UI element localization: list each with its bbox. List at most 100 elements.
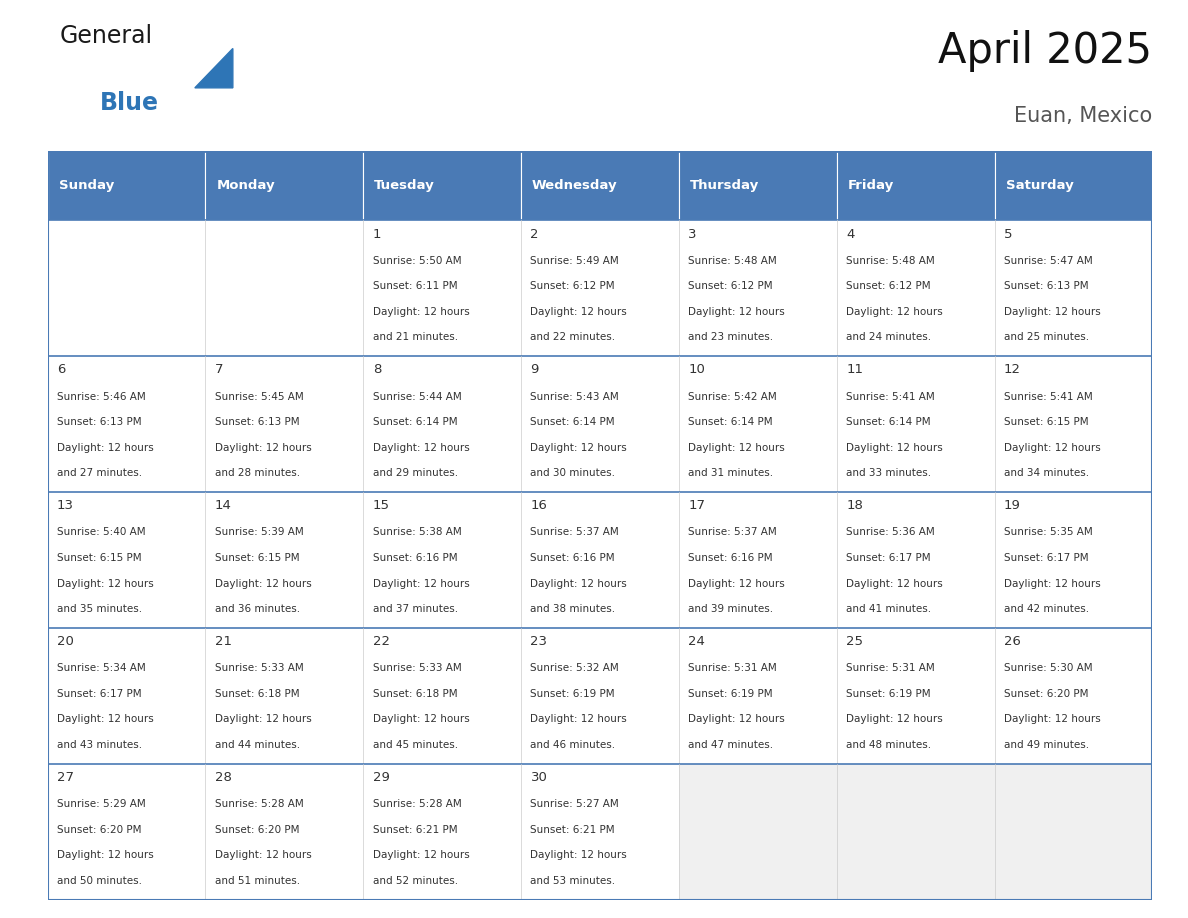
Text: Daylight: 12 hours: Daylight: 12 hours [57,442,153,453]
Text: Wednesday: Wednesday [532,179,618,192]
Bar [48,628,206,764]
Bar [678,628,836,764]
Text: Daylight: 12 hours: Daylight: 12 hours [373,442,469,453]
Bar [522,356,678,492]
Bar [364,356,522,492]
Text: 20: 20 [57,635,74,648]
Text: 5: 5 [1004,228,1012,241]
Text: Sunset: 6:21 PM: Sunset: 6:21 PM [531,824,615,834]
Bar [206,220,364,356]
Text: Sunset: 6:12 PM: Sunset: 6:12 PM [531,281,615,291]
Text: and 52 minutes.: and 52 minutes. [373,876,457,886]
Bar [678,492,836,628]
Text: and 46 minutes.: and 46 minutes. [531,740,615,750]
Text: Sunrise: 5:28 AM: Sunrise: 5:28 AM [215,800,304,810]
Text: Daylight: 12 hours: Daylight: 12 hours [846,578,943,588]
Text: Sunrise: 5:41 AM: Sunrise: 5:41 AM [1004,391,1093,401]
Bar [994,356,1152,492]
Text: Sunrise: 5:37 AM: Sunrise: 5:37 AM [531,528,619,537]
Text: Sunrise: 5:50 AM: Sunrise: 5:50 AM [373,255,461,265]
Text: and 35 minutes.: and 35 minutes. [57,604,143,614]
Text: Daylight: 12 hours: Daylight: 12 hours [531,850,627,860]
Text: Sunset: 6:17 PM: Sunset: 6:17 PM [846,553,930,563]
Text: Sunset: 6:18 PM: Sunset: 6:18 PM [373,688,457,699]
Text: 16: 16 [531,499,548,512]
Bar [678,151,836,220]
Bar [206,628,364,764]
Text: and 21 minutes.: and 21 minutes. [373,332,457,342]
Bar [364,628,522,764]
Bar [206,764,364,900]
Text: Sunset: 6:19 PM: Sunset: 6:19 PM [531,688,615,699]
Text: Daylight: 12 hours: Daylight: 12 hours [846,442,943,453]
Text: 29: 29 [373,771,390,784]
Text: 27: 27 [57,771,74,784]
Text: Sunrise: 5:35 AM: Sunrise: 5:35 AM [1004,528,1093,537]
Bar [522,764,678,900]
Text: 22: 22 [373,635,390,648]
Text: Sunset: 6:11 PM: Sunset: 6:11 PM [373,281,457,291]
Text: Sunset: 6:21 PM: Sunset: 6:21 PM [373,824,457,834]
Text: and 49 minutes.: and 49 minutes. [1004,740,1089,750]
Text: Sunrise: 5:47 AM: Sunrise: 5:47 AM [1004,255,1093,265]
Bar [522,492,678,628]
Text: and 36 minutes.: and 36 minutes. [215,604,299,614]
Text: Daylight: 12 hours: Daylight: 12 hours [1004,442,1101,453]
Text: General: General [59,25,152,49]
Text: and 43 minutes.: and 43 minutes. [57,740,143,750]
Text: and 44 minutes.: and 44 minutes. [215,740,299,750]
Bar [678,220,836,356]
Bar [994,151,1152,220]
Bar [48,151,206,220]
Text: and 39 minutes.: and 39 minutes. [688,604,773,614]
Text: and 41 minutes.: and 41 minutes. [846,604,931,614]
Text: Daylight: 12 hours: Daylight: 12 hours [688,714,785,724]
Bar [522,628,678,764]
Text: Sunset: 6:20 PM: Sunset: 6:20 PM [57,824,141,834]
Text: Sunrise: 5:49 AM: Sunrise: 5:49 AM [531,255,619,265]
Bar [994,764,1152,900]
Bar [836,628,994,764]
Text: Sunset: 6:16 PM: Sunset: 6:16 PM [373,553,457,563]
Text: 2: 2 [531,228,539,241]
Text: Daylight: 12 hours: Daylight: 12 hours [531,307,627,317]
Text: and 50 minutes.: and 50 minutes. [57,876,143,886]
Text: 6: 6 [57,364,65,376]
Text: 21: 21 [215,635,232,648]
Text: 8: 8 [373,364,381,376]
Text: Daylight: 12 hours: Daylight: 12 hours [373,578,469,588]
Text: Sunrise: 5:48 AM: Sunrise: 5:48 AM [688,255,777,265]
Text: Daylight: 12 hours: Daylight: 12 hours [373,307,469,317]
Text: 3: 3 [688,228,697,241]
Text: Monday: Monday [216,179,276,192]
Bar [206,492,364,628]
Text: Sunrise: 5:31 AM: Sunrise: 5:31 AM [846,664,935,673]
Text: Daylight: 12 hours: Daylight: 12 hours [846,714,943,724]
Text: and 37 minutes.: and 37 minutes. [373,604,457,614]
Text: 18: 18 [846,499,862,512]
Text: Euan, Mexico: Euan, Mexico [1015,106,1152,126]
Text: Sunrise: 5:30 AM: Sunrise: 5:30 AM [1004,664,1093,673]
Text: 17: 17 [688,499,706,512]
Text: 25: 25 [846,635,864,648]
Text: Sunset: 6:17 PM: Sunset: 6:17 PM [57,688,141,699]
Text: and 47 minutes.: and 47 minutes. [688,740,773,750]
Text: Sunrise: 5:42 AM: Sunrise: 5:42 AM [688,391,777,401]
Text: Sunset: 6:20 PM: Sunset: 6:20 PM [215,824,299,834]
Bar [522,220,678,356]
Text: Sunrise: 5:44 AM: Sunrise: 5:44 AM [373,391,461,401]
Bar [994,628,1152,764]
Text: and 33 minutes.: and 33 minutes. [846,468,931,478]
Text: 13: 13 [57,499,74,512]
Text: and 28 minutes.: and 28 minutes. [215,468,299,478]
Text: Sunrise: 5:34 AM: Sunrise: 5:34 AM [57,664,146,673]
Text: Sunset: 6:12 PM: Sunset: 6:12 PM [688,281,773,291]
Text: and 31 minutes.: and 31 minutes. [688,468,773,478]
Text: Sunrise: 5:40 AM: Sunrise: 5:40 AM [57,528,146,537]
Text: Daylight: 12 hours: Daylight: 12 hours [531,714,627,724]
Text: Sunset: 6:14 PM: Sunset: 6:14 PM [688,417,773,427]
Text: 26: 26 [1004,635,1020,648]
Text: Sunset: 6:13 PM: Sunset: 6:13 PM [1004,281,1088,291]
Text: Daylight: 12 hours: Daylight: 12 hours [215,850,311,860]
Text: Sunrise: 5:39 AM: Sunrise: 5:39 AM [215,528,304,537]
